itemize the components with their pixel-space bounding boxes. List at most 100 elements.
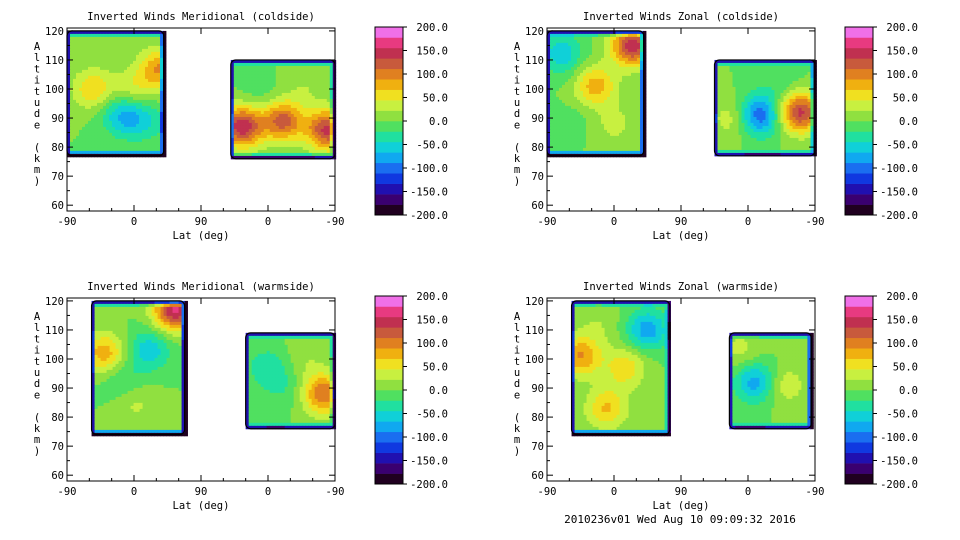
field-cell — [329, 92, 334, 97]
field-cell — [106, 99, 110, 104]
field-cell — [610, 33, 614, 38]
field-cell — [97, 90, 101, 95]
field-cell — [254, 71, 259, 76]
field-cell — [139, 69, 143, 74]
field-cell — [329, 113, 334, 118]
field-cell — [601, 132, 605, 137]
field-cell — [260, 83, 265, 88]
field-cell — [115, 102, 119, 107]
field-cell — [245, 116, 250, 121]
field-cell — [717, 68, 721, 73]
field-cell — [239, 152, 244, 157]
field-cell — [121, 117, 125, 122]
field-cell — [251, 152, 256, 157]
field-cell — [720, 95, 724, 100]
field-cell — [792, 83, 796, 88]
field-cell — [269, 149, 274, 154]
field-cell — [625, 141, 629, 146]
field-cell — [278, 134, 283, 139]
field-cell — [296, 62, 301, 67]
field-cell — [765, 131, 769, 136]
field-cell — [616, 99, 620, 104]
field-cell — [741, 89, 745, 94]
field-cell — [601, 111, 605, 116]
field-cell — [248, 152, 253, 157]
field-cell — [562, 75, 566, 80]
field-cell — [236, 128, 241, 133]
field-cell — [88, 126, 92, 131]
field-cell — [154, 105, 158, 110]
field-cell — [616, 69, 620, 74]
field-cell — [118, 81, 122, 86]
field-cell — [70, 78, 74, 83]
field-cell — [272, 68, 277, 73]
field-cell — [248, 113, 253, 118]
field-cell — [317, 89, 322, 94]
field-cell — [88, 147, 92, 152]
field-cell — [586, 120, 590, 125]
field-cell — [634, 78, 638, 83]
field-cell — [774, 110, 778, 115]
field-cell — [616, 75, 620, 80]
field-cell — [290, 116, 295, 121]
field-cell — [795, 98, 799, 103]
field-cell — [73, 114, 77, 119]
field-cell — [163, 54, 167, 59]
field-cell — [121, 72, 125, 77]
field-cell — [622, 150, 626, 155]
field-cell — [329, 98, 334, 103]
field-cell — [619, 135, 623, 140]
field-cell — [115, 96, 119, 101]
field-cell — [254, 116, 259, 121]
field-cell — [76, 87, 80, 92]
field-cell — [616, 90, 620, 95]
field-cell — [795, 65, 799, 70]
field-cell — [233, 74, 238, 79]
field-cell — [121, 60, 125, 65]
field-cell — [79, 30, 83, 35]
field-cell — [628, 114, 632, 119]
field-cell — [263, 116, 268, 121]
field-cell — [598, 135, 602, 140]
field-cell — [281, 89, 286, 94]
field-cell — [634, 66, 638, 71]
field-cell — [744, 59, 748, 64]
field-cell — [323, 128, 328, 133]
field-cell — [278, 83, 283, 88]
field-cell — [76, 36, 80, 41]
field-cell — [804, 134, 808, 139]
field-cell — [67, 120, 71, 125]
field-cell — [610, 150, 614, 155]
field-cell — [735, 104, 739, 109]
field-cell — [571, 54, 575, 59]
field-cell — [236, 71, 241, 76]
field-cell — [547, 60, 551, 65]
field-cell — [275, 101, 280, 106]
field-cell — [607, 63, 611, 68]
field-cell — [738, 62, 742, 67]
field-cell — [263, 62, 268, 67]
field-cell — [67, 93, 71, 98]
field-cell — [756, 86, 760, 91]
field-cell — [810, 98, 814, 103]
field-cell — [148, 48, 152, 53]
field-cell — [565, 51, 569, 56]
field-cell — [230, 80, 235, 85]
field-cell — [729, 125, 733, 130]
field-cell — [302, 95, 307, 100]
field-cell — [556, 108, 560, 113]
field-cell — [112, 39, 116, 44]
field-cell — [275, 71, 280, 76]
field-cell — [580, 102, 584, 107]
y-tick-label: 120 — [45, 26, 64, 38]
field-cell — [550, 114, 554, 119]
field-region-1 — [546, 30, 647, 158]
field-cell — [643, 51, 647, 56]
field-cell — [607, 36, 611, 41]
field-cell — [251, 113, 256, 118]
field-cell — [723, 131, 727, 136]
field-cell — [326, 152, 331, 157]
field-cell — [735, 74, 739, 79]
field-cell — [91, 84, 95, 89]
field-cell — [637, 69, 641, 74]
